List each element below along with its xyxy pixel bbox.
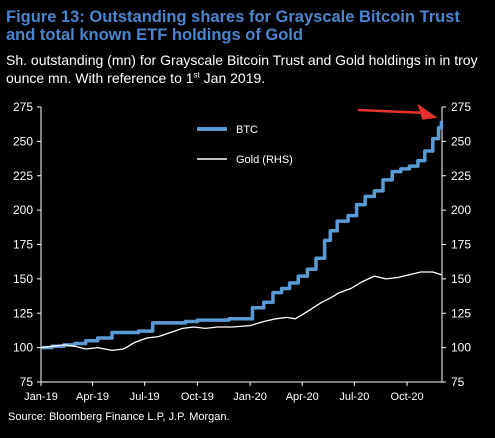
x-tick-label: Jan-19 <box>24 391 58 403</box>
y-left-tick-label: 175 <box>13 238 33 252</box>
x-tick-label: Jan-20 <box>233 391 267 403</box>
subtitle-main: Sh. outstanding (mn) for Grayscale Bitco… <box>6 52 478 86</box>
y-right-tick-label: 75 <box>451 375 465 389</box>
y-right-tick-label: 225 <box>451 169 471 183</box>
annotation-arrow-shaft <box>357 108 422 114</box>
source-note: Source: Bloomberg Finance L.P, J.P. Morg… <box>8 411 230 423</box>
y-right-tick-label: 250 <box>451 134 471 148</box>
legend-label-gold: Gold (RHS) <box>236 154 293 166</box>
subtitle-superscript: st <box>193 70 200 80</box>
y-left-tick-label: 150 <box>13 272 33 286</box>
y-right-tick-label: 200 <box>451 203 471 217</box>
y-right-tick-label: 125 <box>451 306 471 320</box>
y-right-tick-label: 100 <box>451 341 471 355</box>
y-right-tick-label: 275 <box>451 100 471 114</box>
x-tick-label: Jul-20 <box>339 391 369 403</box>
y-left-tick-label: 125 <box>13 306 33 320</box>
y-left-tick-label: 250 <box>13 134 33 148</box>
x-tick-label: Jul-19 <box>130 391 160 403</box>
line-chart: 75 100 125 150 175 200 225 250 275 75 100 125 150 175… <box>13 100 471 403</box>
y-right-tick-label: 150 <box>451 272 471 286</box>
x-tick-label: Apr-19 <box>76 391 109 403</box>
x-tick-label: Oct-19 <box>181 391 214 403</box>
x-tick-label: Oct-20 <box>391 391 424 403</box>
y-left-tick-label: 75 <box>20 375 34 389</box>
y-left-tick-label: 100 <box>13 341 33 355</box>
chart-subtitle: Sh. outstanding (mn) for Grayscale Bitco… <box>6 51 492 87</box>
y-left-tick-label: 275 <box>13 100 33 114</box>
series-line-btc <box>41 120 444 350</box>
subtitle-end: Jan 2019. <box>199 70 266 86</box>
y-left-tick-label: 225 <box>13 169 33 183</box>
series-line-gold <box>40 271 442 352</box>
y-left-tick-label: 200 <box>13 203 33 217</box>
x-tick-label: Apr-20 <box>286 391 319 403</box>
legend-label-btc: BTC <box>236 124 258 136</box>
y-right-tick-label: 175 <box>451 238 471 252</box>
chart-title: Figure 13: Outstanding shares for Graysc… <box>6 8 460 44</box>
annotation-arrow-head <box>417 103 438 120</box>
